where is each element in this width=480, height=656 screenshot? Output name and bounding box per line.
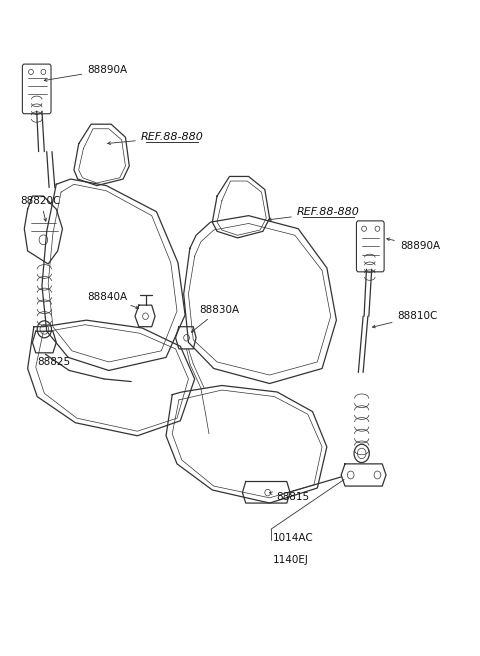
FancyBboxPatch shape <box>357 221 384 272</box>
Text: REF.88-880: REF.88-880 <box>108 133 204 144</box>
Text: 88820C: 88820C <box>21 195 61 221</box>
Text: 88810C: 88810C <box>372 311 438 328</box>
Text: 88840A: 88840A <box>88 292 139 309</box>
Text: 88830A: 88830A <box>192 304 240 332</box>
Text: 88890A: 88890A <box>44 65 127 81</box>
Text: 88825: 88825 <box>37 357 70 367</box>
Text: REF.88-880: REF.88-880 <box>268 207 360 221</box>
Text: 88890A: 88890A <box>387 238 440 251</box>
Text: 1014AC: 1014AC <box>273 533 313 543</box>
FancyBboxPatch shape <box>23 64 51 113</box>
Text: 88815: 88815 <box>270 491 309 502</box>
Text: 1140EJ: 1140EJ <box>273 555 308 565</box>
